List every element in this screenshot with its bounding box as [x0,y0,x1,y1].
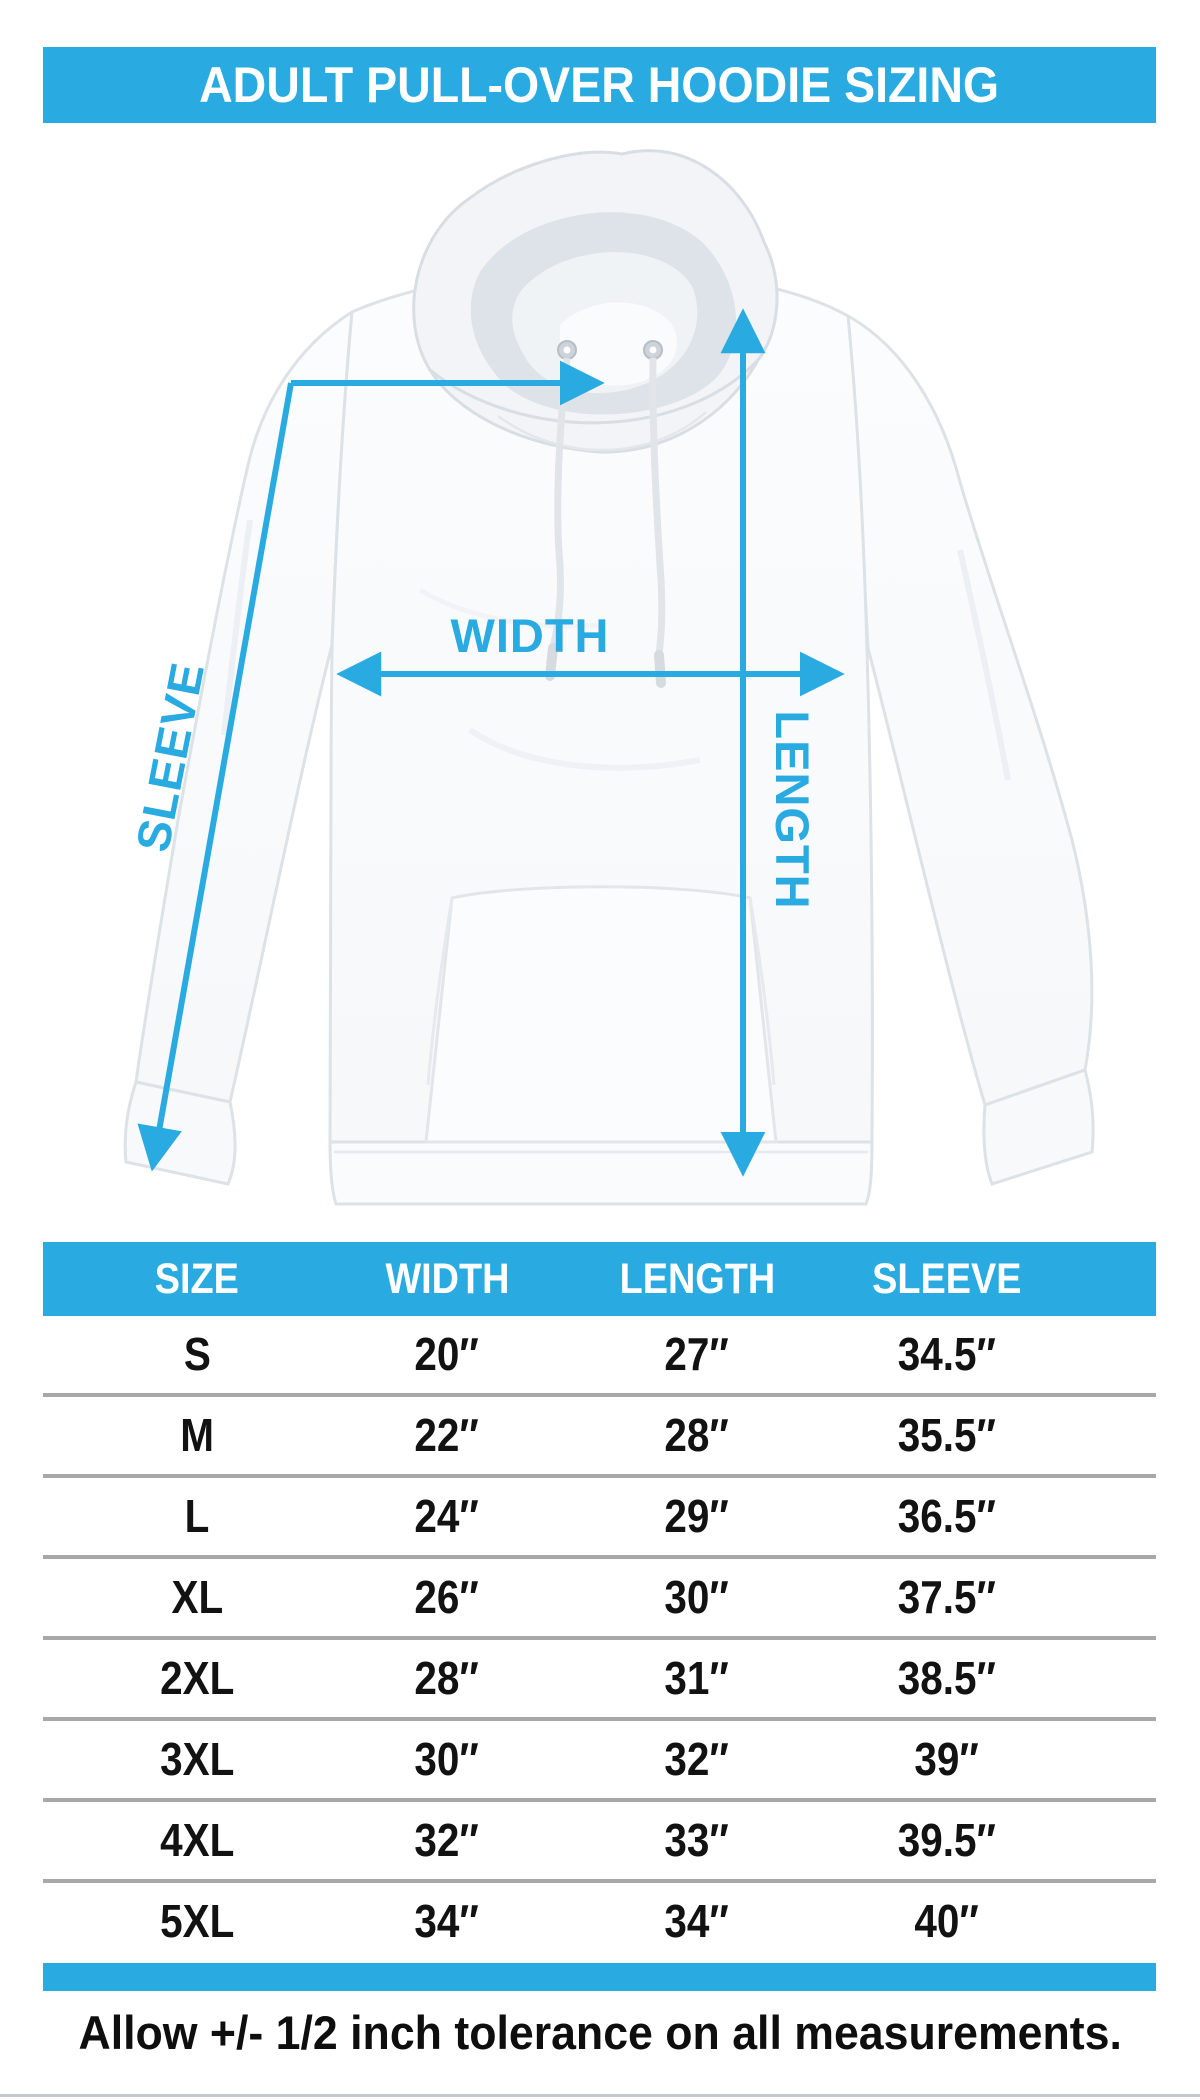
bottom-accent-bar [43,1963,1156,1991]
cell-length: 29″ [664,1490,730,1542]
table-row: 2XL 28″ 31″ 38.5″ [43,1640,1156,1721]
table-row: 5XL 34″ 34″ 40″ [43,1883,1156,1964]
footer-divider-line [0,2094,1200,2097]
header-sleeve: SLEEVE [872,1255,1022,1303]
size-table: SIZE WIDTH LENGTH SLEEVE S 20″ 27″ 34.5″… [43,1242,1156,1964]
sleeve-diagonal-arrow [137,382,294,1172]
measurement-arrows [137,308,845,1177]
cell-size: L [184,1490,210,1542]
cell-length: 30″ [664,1571,730,1623]
cell-width: 32″ [414,1814,480,1866]
cell-width: 24″ [414,1490,480,1542]
header-size: SIZE [154,1255,240,1303]
tolerance-note-text: Allow +/- 1/2 inch tolerance on all meas… [78,2005,1122,2059]
hoodie-pocket [424,885,778,1144]
cell-width: 22″ [414,1409,480,1461]
cell-size: 4XL [159,1814,235,1866]
cell-size: 2XL [159,1652,235,1704]
width-label: WIDTH [450,609,609,662]
cell-size: XL [171,1571,223,1623]
table-row: M 22″ 28″ 35.5″ [43,1397,1156,1478]
table-row: 4XL 32″ 33″ 39.5″ [43,1802,1156,1883]
cell-sleeve: 37.5″ [897,1571,997,1623]
cell-length: 28″ [664,1409,730,1461]
cell-width: 30″ [414,1733,480,1785]
hoodie-measurement-diagram: WIDTH LENGTH SLEEVE [0,120,1200,1230]
page-title: ADULT PULL-OVER HOODIE SIZING [199,57,1000,113]
tolerance-note: Allow +/- 1/2 inch tolerance on all meas… [0,2000,1200,2064]
cell-length: 33″ [664,1814,730,1866]
table-row: XL 26″ 30″ 37.5″ [43,1559,1156,1640]
cell-length: 27″ [664,1328,730,1380]
cell-sleeve: 40″ [914,1895,980,1947]
cell-size: 5XL [159,1895,235,1947]
cell-sleeve: 39″ [914,1733,980,1785]
table-row: S 20″ 27″ 34.5″ [43,1316,1156,1397]
header-length: LENGTH [619,1255,775,1303]
cell-sleeve: 35.5″ [897,1409,997,1461]
cell-sleeve: 38.5″ [897,1652,997,1704]
cell-width: 34″ [414,1895,480,1947]
cell-width: 28″ [414,1652,480,1704]
title-bar: ADULT PULL-OVER HOODIE SIZING [43,47,1156,123]
cell-length: 34″ [664,1895,730,1947]
cell-width: 26″ [414,1571,480,1623]
table-header-row: SIZE WIDTH LENGTH SLEEVE [43,1242,1156,1316]
cell-size: S [183,1328,211,1380]
cell-size: 3XL [159,1733,235,1785]
hoodie-illustration [123,149,1095,1206]
cell-length: 32″ [664,1733,730,1785]
cell-width: 20″ [414,1328,480,1380]
table-row: L 24″ 29″ 36.5″ [43,1478,1156,1559]
cell-size: M [180,1409,214,1461]
table-row: 3XL 30″ 32″ 39″ [43,1721,1156,1802]
header-width: WIDTH [385,1255,509,1303]
cell-sleeve: 39.5″ [897,1814,997,1866]
cell-sleeve: 36.5″ [897,1490,997,1542]
cell-sleeve: 34.5″ [897,1328,997,1380]
length-label: LENGTH [766,710,819,909]
cell-length: 31″ [664,1652,730,1704]
